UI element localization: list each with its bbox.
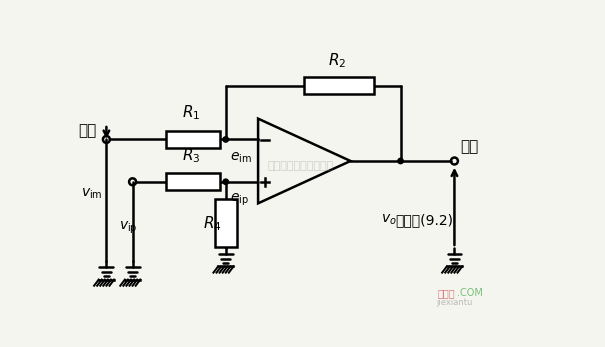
Text: $R_4$: $R_4$ <box>203 215 221 234</box>
Bar <box>304 77 373 94</box>
Text: 输出: 输出 <box>460 139 479 155</box>
Text: $R_2$: $R_2$ <box>329 51 347 70</box>
Text: 杭州炫睿科技有限公司: 杭州炫睿科技有限公司 <box>267 161 333 171</box>
Text: $v_{\rm ip}$: $v_{\rm ip}$ <box>119 220 138 236</box>
Bar <box>215 199 237 247</box>
Bar <box>166 173 220 190</box>
Circle shape <box>398 158 403 164</box>
Text: 输入: 输入 <box>79 123 97 138</box>
Text: $e_{\rm im}$: $e_{\rm im}$ <box>229 151 252 166</box>
Text: $e_{\rm ip}$: $e_{\rm ip}$ <box>229 192 249 208</box>
Text: .COM: .COM <box>457 288 483 298</box>
Bar <box>166 131 220 148</box>
Text: 接线图: 接线图 <box>438 288 456 298</box>
Text: jiexiantu: jiexiantu <box>436 298 473 307</box>
Circle shape <box>223 137 229 142</box>
Text: $R_1$: $R_1$ <box>182 104 200 122</box>
Text: $v_o$: $v_o$ <box>381 213 397 228</box>
Text: $v_{\rm im}$: $v_{\rm im}$ <box>81 186 103 201</box>
Text: 参照式(9.2): 参照式(9.2) <box>395 213 453 227</box>
Circle shape <box>223 179 229 185</box>
Text: $R_3$: $R_3$ <box>182 146 200 165</box>
